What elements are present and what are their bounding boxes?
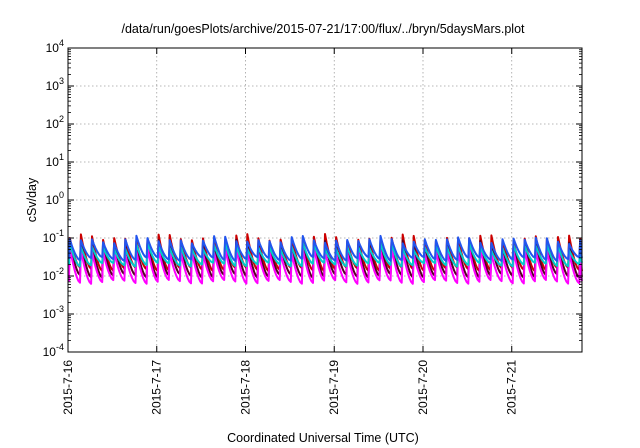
y-axis: 10-4 10-3 10-2 10-1 100 101 102 103 104 bbox=[43, 38, 582, 359]
y-tick-label: 101 bbox=[46, 152, 64, 169]
series-line-5 bbox=[67, 234, 583, 262]
x-axis-title: Coordinated Universal Time (UTC) bbox=[227, 431, 419, 445]
plot-area bbox=[67, 233, 583, 285]
x-tick-label: 2015-7-18 bbox=[238, 360, 252, 415]
x-tick-label: 2015-7-20 bbox=[416, 360, 430, 415]
x-tick-label: 2015-7-16 bbox=[61, 360, 75, 415]
y-tick-label: 10-4 bbox=[43, 342, 64, 359]
grid-lines bbox=[67, 48, 582, 352]
chart-title: /data/run/goesPlots/archive/2015-07-21/1… bbox=[121, 22, 525, 36]
x-tick-label: 2015-7-19 bbox=[327, 360, 341, 415]
y-tick-label: 10-3 bbox=[43, 304, 64, 321]
x-tick-label: 2015-7-21 bbox=[505, 360, 519, 415]
y-tick-label: 10-1 bbox=[43, 228, 64, 245]
y-tick-label: 102 bbox=[46, 114, 64, 131]
y-tick-label: 104 bbox=[46, 38, 64, 55]
x-tick-label: 2015-7-17 bbox=[150, 360, 164, 415]
x-axis: 2015-7-16 2015-7-17 2015-7-18 2015-7-19 2015… bbox=[61, 48, 519, 415]
y-tick-label: 10-2 bbox=[43, 266, 64, 283]
y-tick-label: 103 bbox=[46, 76, 64, 93]
y-axis-title: cSv/day bbox=[25, 177, 39, 222]
y-tick-label: 100 bbox=[46, 190, 64, 207]
